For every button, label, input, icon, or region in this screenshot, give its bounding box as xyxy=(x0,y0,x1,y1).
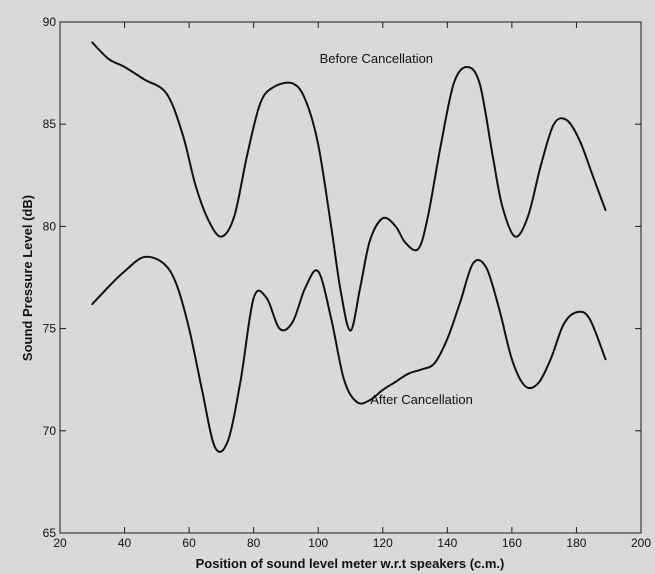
x-tick-label: 200 xyxy=(631,536,651,550)
y-axis-ticks: 65 70 75 80 85 90 xyxy=(43,15,641,540)
x-tick-label: 100 xyxy=(308,536,328,550)
x-tick-label: 140 xyxy=(437,536,457,550)
x-tick-label: 20 xyxy=(53,536,67,550)
y-tick-label: 90 xyxy=(43,15,57,29)
x-tick-label: 60 xyxy=(182,536,196,550)
annotations: Before Cancellation After Cancellation xyxy=(320,51,473,407)
plot-frame xyxy=(59,21,642,534)
series-lines xyxy=(91,41,607,453)
y-tick-label: 80 xyxy=(43,219,57,233)
x-axis-ticks: 20 40 60 80 100 120 140 160 180 200 xyxy=(53,22,651,550)
y-tick-label: 65 xyxy=(43,526,57,540)
x-tick-label: 40 xyxy=(118,536,132,550)
annotation-label: After Cancellation xyxy=(370,392,473,407)
x-tick-label: 80 xyxy=(247,536,261,550)
after-cancellation-line xyxy=(91,255,607,453)
y-tick-label: 75 xyxy=(43,322,57,336)
x-axis-label: Position of sound level meter w.r.t spea… xyxy=(196,556,505,571)
annotation-label: Before Cancellation xyxy=(320,51,433,66)
x-tick-label: 160 xyxy=(502,536,522,550)
x-tick-label: 120 xyxy=(373,536,393,550)
before-cancellation-line xyxy=(91,41,607,332)
y-tick-label: 70 xyxy=(43,424,57,438)
x-tick-label: 180 xyxy=(566,536,586,550)
y-tick-label: 85 xyxy=(43,117,57,131)
y-axis-label: Sound Pressure Level (dB) xyxy=(20,195,35,361)
